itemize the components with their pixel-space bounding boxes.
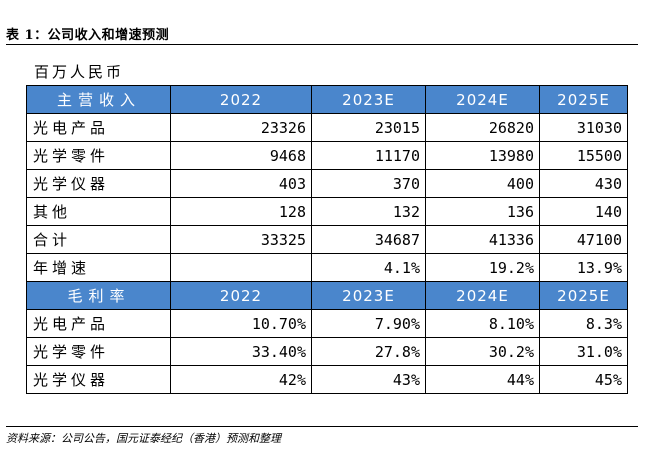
year-header-cell: 2023E <box>311 85 426 114</box>
value-cell: 23326 <box>170 113 312 142</box>
value-cell: 13.9% <box>539 253 628 282</box>
year-header-cell: 2024E <box>425 85 540 114</box>
value-cell: 136 <box>425 197 540 226</box>
value-cell: 19.2% <box>425 253 540 282</box>
table-row: 光学零件 9468 11170 13980 15500 <box>26 141 628 170</box>
table-row: 光电产品 23326 23015 26820 31030 <box>26 113 628 142</box>
value-cell: 13980 <box>425 141 540 170</box>
value-cell: 26820 <box>425 113 540 142</box>
value-cell: 33.40% <box>170 337 312 366</box>
value-cell: 10.70% <box>170 309 312 338</box>
value-cell: 370 <box>311 169 426 198</box>
cropped-top-text <box>0 0 646 8</box>
value-cell: 132 <box>311 197 426 226</box>
year-header-cell: 2022 <box>170 85 312 114</box>
value-cell: 30.2% <box>425 337 540 366</box>
table-row: 其他 128 132 136 140 <box>26 197 628 226</box>
source-divider <box>6 426 638 427</box>
row-label: 光学仪器 <box>26 365 171 394</box>
unit-label: 百万人民币 <box>34 63 125 81</box>
value-cell: 41336 <box>425 225 540 254</box>
table-row: 年增速 4.1% 19.2% 13.9% <box>26 253 628 282</box>
value-cell: 128 <box>170 197 312 226</box>
row-label: 光电产品 <box>26 113 171 142</box>
value-cell: 4.1% <box>311 253 426 282</box>
table-caption: 表 1：公司收入和增速预测 <box>6 28 170 43</box>
value-cell: 33325 <box>170 225 312 254</box>
value-cell: 31.0% <box>539 337 628 366</box>
row-label: 其他 <box>26 197 171 226</box>
value-cell: 27.8% <box>311 337 426 366</box>
value-cell: 140 <box>539 197 628 226</box>
value-cell: 47100 <box>539 225 628 254</box>
margin-header-row: 毛利率 2022 2023E 2024E 2025E <box>26 281 628 310</box>
section-header-label: 主营收入 <box>26 85 171 114</box>
table-row: 光学零件 33.40% 27.8% 30.2% 31.0% <box>26 337 628 366</box>
table-row: 光电产品 10.70% 7.90% 8.10% 8.3% <box>26 309 628 338</box>
row-label: 合计 <box>26 225 171 254</box>
source-note: 资料来源：公司公告，国元证泰经纪（香港）预测和整理 <box>6 432 281 445</box>
value-cell: 8.3% <box>539 309 628 338</box>
value-cell: 8.10% <box>425 309 540 338</box>
value-cell: 45% <box>539 365 628 394</box>
forecast-table: 主营收入 2022 2023E 2024E 2025E 光电产品 23326 23015 268… <box>26 85 628 394</box>
value-cell: 400 <box>425 169 540 198</box>
year-header-cell: 2023E <box>311 281 426 310</box>
row-label: 光学零件 <box>26 337 171 366</box>
value-cell: 403 <box>170 169 312 198</box>
value-cell: 31030 <box>539 113 628 142</box>
row-label: 光学仪器 <box>26 169 171 198</box>
value-cell <box>170 253 312 282</box>
value-cell: 11170 <box>311 141 426 170</box>
year-header-cell: 2024E <box>425 281 540 310</box>
year-header-cell: 2025E <box>539 281 628 310</box>
caption-divider <box>6 44 638 45</box>
table-row: 光学仪器 42% 43% 44% 45% <box>26 365 628 394</box>
value-cell: 9468 <box>170 141 312 170</box>
value-cell: 34687 <box>311 225 426 254</box>
year-header-cell: 2025E <box>539 85 628 114</box>
row-label: 光电产品 <box>26 309 171 338</box>
revenue-header-row: 主营收入 2022 2023E 2024E 2025E <box>26 85 628 114</box>
table-row: 合计 33325 34687 41336 47100 <box>26 225 628 254</box>
value-cell: 23015 <box>311 113 426 142</box>
value-cell: 44% <box>425 365 540 394</box>
value-cell: 42% <box>170 365 312 394</box>
value-cell: 15500 <box>539 141 628 170</box>
value-cell: 430 <box>539 169 628 198</box>
row-label: 年增速 <box>26 253 171 282</box>
value-cell: 7.90% <box>311 309 426 338</box>
value-cell: 43% <box>311 365 426 394</box>
table-row: 光学仪器 403 370 400 430 <box>26 169 628 198</box>
year-header-cell: 2022 <box>170 281 312 310</box>
row-label: 光学零件 <box>26 141 171 170</box>
section-header-label: 毛利率 <box>26 281 171 310</box>
